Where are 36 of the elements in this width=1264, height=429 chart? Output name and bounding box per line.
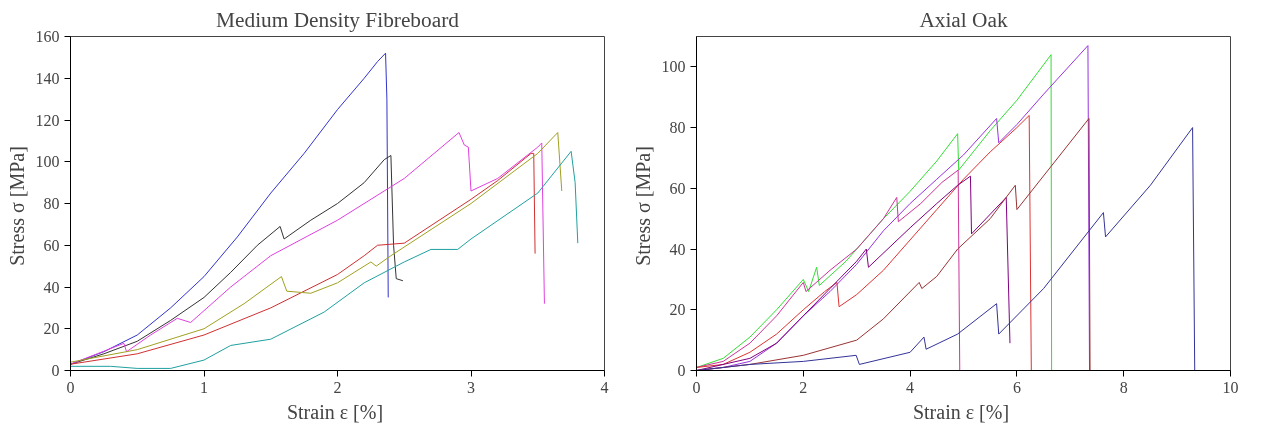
- y-tick-label: 140: [35, 69, 60, 87]
- y-tick-label: 100: [661, 58, 686, 76]
- y-tick-label: 60: [669, 179, 686, 197]
- y-tick-label: 100: [35, 153, 60, 171]
- y-tick-label: 60: [43, 236, 60, 254]
- y-tick-label: 80: [43, 195, 60, 212]
- y-tick-label: 0: [677, 362, 686, 379]
- x-tick-label: 1: [200, 378, 208, 396]
- x-tick-label: 3: [467, 378, 475, 396]
- x-tick-label: 8: [1119, 378, 1128, 396]
- x-axis-title: Strain ε [%]: [286, 400, 384, 423]
- line-series: [696, 175, 1011, 371]
- x-tick-label: 2: [799, 378, 808, 396]
- y-tick-label: 160: [35, 28, 60, 45]
- y-tick-label: 80: [669, 119, 686, 137]
- line-series: [696, 114, 1032, 371]
- x-tick-label: 4: [600, 378, 609, 396]
- y-tick-label: 40: [43, 278, 60, 296]
- line-series: [696, 169, 961, 371]
- y-axis-title: Stress σ [MPa]: [5, 146, 28, 266]
- y-tick-label: 0: [51, 362, 60, 379]
- x-tick-label: 10: [1222, 378, 1239, 396]
- y-tick-label: 120: [35, 111, 60, 129]
- x-tick-label: 0: [692, 378, 701, 396]
- y-tick-label: 20: [43, 320, 60, 338]
- y-tick-label: 20: [669, 301, 686, 319]
- x-tick-label: 0: [66, 378, 75, 396]
- x-tick-label: 4: [906, 378, 915, 396]
- y-axis-title: Stress σ [MPa]: [631, 146, 654, 266]
- chart-title: Axial Oak: [919, 7, 1008, 32]
- x-tick-label: 6: [1012, 378, 1021, 396]
- y-tick-label: 40: [669, 240, 686, 258]
- x-tick-label: 2: [333, 378, 342, 396]
- chart-title: Medium Density Fibreboard: [216, 7, 460, 32]
- line-series: [696, 127, 1196, 371]
- x-axis-title: Strain ε [%]: [912, 400, 1010, 423]
